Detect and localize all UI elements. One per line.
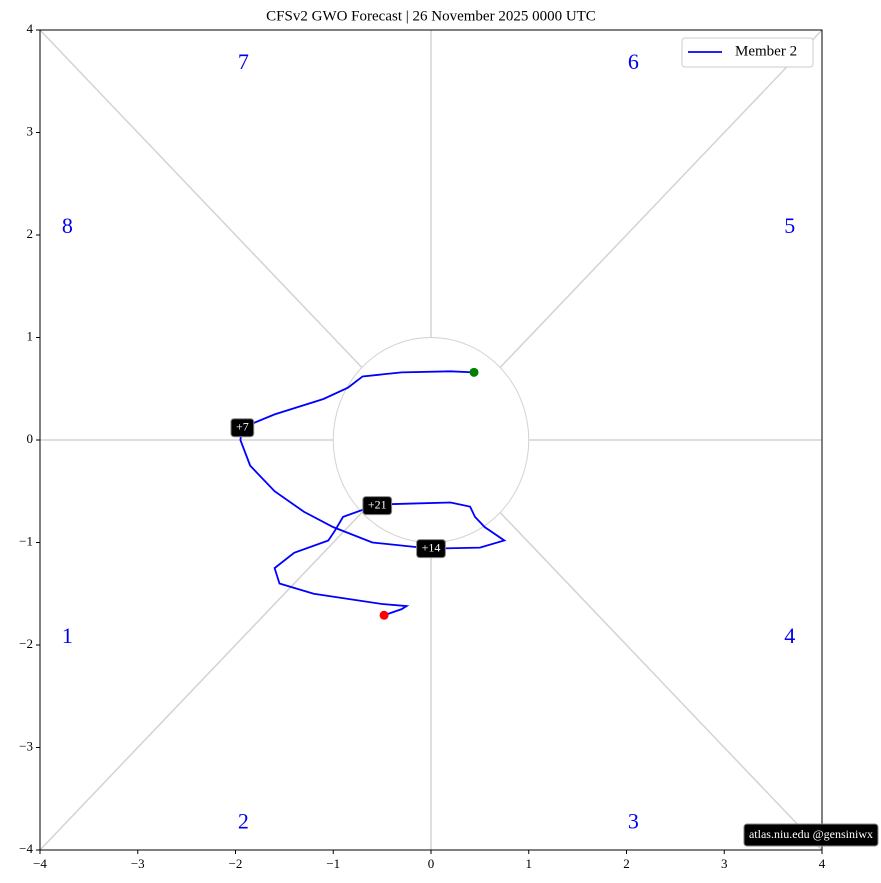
x-tick-label: 4 xyxy=(819,856,826,871)
chart-title: CFSv2 GWO Forecast | 26 November 2025 00… xyxy=(266,8,596,24)
y-tick-label: 4 xyxy=(27,21,34,36)
annotation-box xyxy=(230,418,255,438)
watermark-box xyxy=(743,823,879,847)
y-tick-label: 0 xyxy=(27,431,34,446)
phase-label: 4 xyxy=(784,623,795,648)
y-tick-label: −1 xyxy=(19,533,33,548)
y-tick-label: 1 xyxy=(27,328,34,343)
x-tick-label: 1 xyxy=(526,856,533,871)
annotation: +14 xyxy=(416,539,446,559)
legend: Member 2 xyxy=(681,37,814,68)
annotation-label: +7 xyxy=(236,419,249,433)
start-point xyxy=(469,367,479,377)
annotation: +21 xyxy=(362,496,393,516)
y-tick-label: 2 xyxy=(27,226,34,241)
annotation-label: +14 xyxy=(422,540,441,554)
annotation-box xyxy=(362,496,393,516)
phase-label: 3 xyxy=(628,808,639,833)
x-tick-label: −4 xyxy=(33,856,47,871)
x-tick-label: 0 xyxy=(428,856,435,871)
phase-label: 5 xyxy=(784,213,795,238)
annotation-box xyxy=(416,539,446,559)
legend-label: Member 2 xyxy=(735,43,797,59)
annotation-label: +21 xyxy=(368,497,387,511)
phase-label: 1 xyxy=(62,623,73,648)
diagonal-line xyxy=(39,511,363,851)
y-tick-label: −2 xyxy=(19,636,33,651)
y-tick-label: 3 xyxy=(27,123,34,138)
legend-frame xyxy=(681,37,814,68)
phase-label: 7 xyxy=(238,49,249,74)
x-tick-label: −1 xyxy=(326,856,340,871)
y-tick-label: −3 xyxy=(19,738,33,753)
diagonal-line xyxy=(499,511,823,851)
phase-label: 6 xyxy=(628,49,639,74)
annotation: +7 xyxy=(230,418,255,438)
y-tick-label: −4 xyxy=(19,841,33,856)
x-tick-label: 2 xyxy=(623,856,630,871)
diagonal-line xyxy=(39,29,363,369)
x-tick-label: −2 xyxy=(229,856,243,871)
phase-label: 2 xyxy=(238,808,249,833)
phase-label: 8 xyxy=(62,213,73,238)
diagonal-line xyxy=(499,29,823,369)
x-tick-label: 3 xyxy=(721,856,728,871)
x-tick-label: −3 xyxy=(131,856,145,871)
watermark: atlas.niu.edu @gensiniwx xyxy=(743,823,879,847)
watermark-text: atlas.niu.edu @gensiniwx xyxy=(749,827,873,841)
series-line xyxy=(239,370,507,617)
end-point xyxy=(379,610,389,620)
